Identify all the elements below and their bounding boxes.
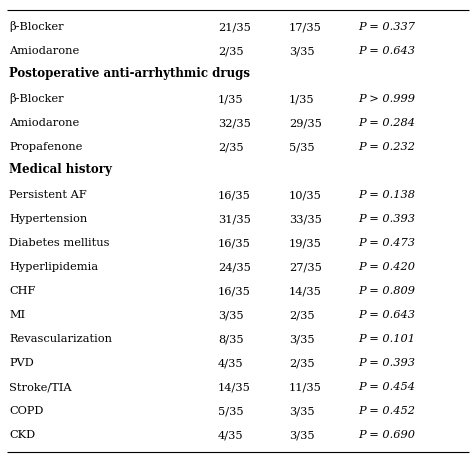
Text: PVD: PVD <box>9 358 34 368</box>
Text: 27/35: 27/35 <box>289 262 322 272</box>
Text: 31/35: 31/35 <box>218 214 251 224</box>
Text: 24/35: 24/35 <box>218 262 251 272</box>
Text: 3/35: 3/35 <box>289 430 315 440</box>
Text: P = 0.284: P = 0.284 <box>358 118 415 128</box>
Text: 3/35: 3/35 <box>289 334 315 344</box>
Text: P = 0.690: P = 0.690 <box>358 430 415 440</box>
Text: Amiodarone: Amiodarone <box>9 46 80 56</box>
Text: P = 0.452: P = 0.452 <box>358 406 415 416</box>
Text: β-Blocker: β-Blocker <box>9 93 64 104</box>
Text: 11/35: 11/35 <box>289 382 322 392</box>
Text: MI: MI <box>9 310 26 320</box>
Text: P = 0.473: P = 0.473 <box>358 238 415 248</box>
Text: β-Blocker: β-Blocker <box>9 21 64 32</box>
Text: P = 0.393: P = 0.393 <box>358 358 415 368</box>
Text: Postoperative anti-arrhythmic drugs: Postoperative anti-arrhythmic drugs <box>9 67 250 80</box>
Text: CKD: CKD <box>9 430 36 440</box>
Text: 3/35: 3/35 <box>289 46 315 56</box>
Text: P = 0.420: P = 0.420 <box>358 262 415 272</box>
Text: P = 0.809: P = 0.809 <box>358 286 415 296</box>
Text: 1/35: 1/35 <box>289 94 315 104</box>
Text: Stroke/TIA: Stroke/TIA <box>9 382 72 392</box>
Text: 3/35: 3/35 <box>218 310 244 320</box>
Text: Amiodarone: Amiodarone <box>9 118 80 128</box>
Text: Medical history: Medical history <box>9 163 112 176</box>
Text: P = 0.454: P = 0.454 <box>358 382 415 392</box>
Text: 32/35: 32/35 <box>218 118 251 128</box>
Text: 4/35: 4/35 <box>218 430 244 440</box>
Text: Hyperlipidemia: Hyperlipidemia <box>9 262 99 272</box>
Text: P = 0.643: P = 0.643 <box>358 310 415 320</box>
Text: 2/35: 2/35 <box>289 358 315 368</box>
Text: 3/35: 3/35 <box>289 406 315 416</box>
Text: CHF: CHF <box>9 286 36 296</box>
Text: P = 0.393: P = 0.393 <box>358 214 415 224</box>
Text: 5/35: 5/35 <box>289 142 315 152</box>
Text: 10/35: 10/35 <box>289 190 322 200</box>
Text: P = 0.138: P = 0.138 <box>358 190 415 200</box>
Text: P = 0.337: P = 0.337 <box>358 22 415 32</box>
Text: COPD: COPD <box>9 406 44 416</box>
Text: 16/35: 16/35 <box>218 238 251 248</box>
Text: Hypertension: Hypertension <box>9 214 88 224</box>
Text: 19/35: 19/35 <box>289 238 322 248</box>
Text: P = 0.101: P = 0.101 <box>358 334 415 344</box>
Text: 2/35: 2/35 <box>289 310 315 320</box>
Text: Propafenone: Propafenone <box>9 142 83 152</box>
Text: 16/35: 16/35 <box>218 190 251 200</box>
Text: 2/35: 2/35 <box>218 46 244 56</box>
Text: 21/35: 21/35 <box>218 22 251 32</box>
Text: Diabetes mellitus: Diabetes mellitus <box>9 238 110 248</box>
Text: Revascularization: Revascularization <box>9 334 112 344</box>
Text: 16/35: 16/35 <box>218 286 251 296</box>
Text: 14/35: 14/35 <box>218 382 251 392</box>
Text: Persistent AF: Persistent AF <box>9 190 87 200</box>
Text: 1/35: 1/35 <box>218 94 244 104</box>
Text: 2/35: 2/35 <box>218 142 244 152</box>
Text: 5/35: 5/35 <box>218 406 244 416</box>
Text: 8/35: 8/35 <box>218 334 244 344</box>
Text: 14/35: 14/35 <box>289 286 322 296</box>
Text: 33/35: 33/35 <box>289 214 322 224</box>
Text: 4/35: 4/35 <box>218 358 244 368</box>
Text: P = 0.232: P = 0.232 <box>358 142 415 152</box>
Text: P > 0.999: P > 0.999 <box>358 94 415 104</box>
Text: 17/35: 17/35 <box>289 22 322 32</box>
Text: 29/35: 29/35 <box>289 118 322 128</box>
Text: P = 0.643: P = 0.643 <box>358 46 415 56</box>
